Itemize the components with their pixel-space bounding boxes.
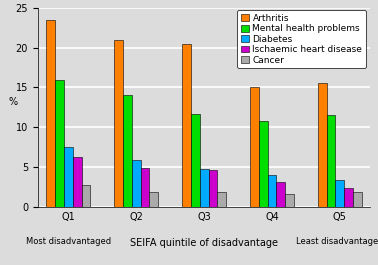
Bar (285, 194, 294, 207)
Bar (209, 170, 217, 207)
Bar (268, 175, 276, 207)
Text: Least disadvantaged: Least disadvantaged (296, 237, 378, 246)
Bar (123, 95, 132, 207)
Bar (327, 115, 336, 207)
Bar (149, 192, 158, 207)
Bar (250, 87, 259, 207)
Legend: Arthritis, Mental health problems, Diabetes, Ischaemic heart disease, Cancer: Arthritis, Mental health problems, Diabe… (237, 11, 366, 68)
Bar (259, 121, 268, 207)
X-axis label: SEIFA quintile of disadvantage: SEIFA quintile of disadvantage (130, 238, 278, 248)
Bar (276, 182, 285, 207)
Bar (73, 157, 82, 207)
Bar (132, 160, 141, 207)
Y-axis label: %: % (8, 97, 17, 107)
Bar (46, 20, 55, 207)
Bar (64, 147, 73, 207)
Bar (336, 180, 344, 207)
Bar (318, 83, 327, 207)
Bar (82, 185, 90, 207)
Bar (353, 192, 362, 207)
Text: Most disadvantaged: Most disadvantaged (26, 237, 111, 246)
Bar (191, 114, 200, 207)
Bar (182, 44, 191, 207)
Bar (217, 192, 226, 207)
Bar (141, 168, 149, 207)
Bar (200, 169, 209, 207)
Bar (55, 80, 64, 207)
Bar (114, 40, 123, 207)
Bar (344, 188, 353, 207)
